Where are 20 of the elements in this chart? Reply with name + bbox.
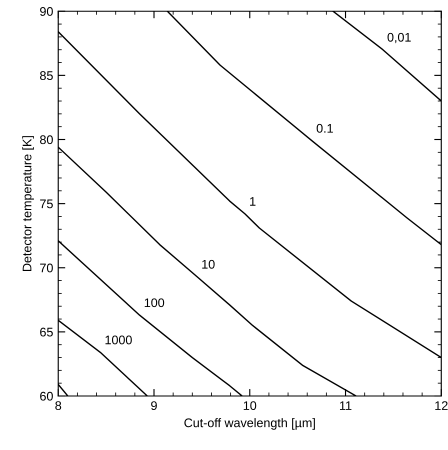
annotation: 1 [250,197,256,206]
y-tick-label: 70 [40,264,53,272]
x-tick-label: 9 [151,401,157,410]
y-tick-label: 60 [40,392,53,401]
y-tick-label: 65 [40,328,53,337]
y-tick-label: 80 [40,135,53,144]
annotation: 100 [144,298,164,308]
y-tick-label: 90 [40,7,53,16]
annotation: 0,01 [388,32,411,44]
annotation: 1000 [105,336,132,344]
x-tick-label: 12 [435,401,448,410]
x-axis-title: Cut-off wavelength [µm] [184,418,315,430]
x-tick-label: 11 [340,401,352,410]
y-tick-label: 75 [40,200,53,208]
annotation: 0.1 [316,124,333,133]
annotation: 10 [202,260,215,269]
x-tick-label: 10 [244,401,256,410]
x-tick-label: 8 [55,401,62,410]
y-axis-title: Detector temperature [K] [22,136,34,272]
y-tick-label: 85 [40,71,53,80]
